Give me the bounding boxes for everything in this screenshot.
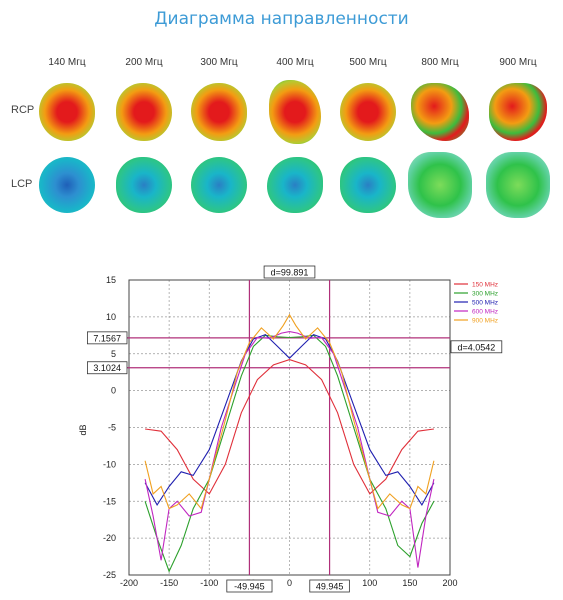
- series-line: [144, 331, 435, 568]
- frequency-label: 800 Мгц: [421, 57, 459, 68]
- lcp-pattern: [267, 157, 323, 213]
- y-tick-label: 15: [106, 275, 116, 285]
- frequency-label: 400 Мгц: [276, 57, 314, 68]
- x-tick-label: -100: [200, 578, 218, 588]
- page-title: Диаграмма направленности: [154, 9, 409, 29]
- x-tick-label: 100: [362, 578, 377, 588]
- marker-top-label-box: [263, 265, 316, 279]
- series-line: [144, 334, 435, 573]
- y-tick-label: 0: [111, 386, 116, 396]
- frequency-label: 500 Мгц: [349, 57, 387, 68]
- x-tick-label: -150: [160, 578, 178, 588]
- marker-h-label-box: [87, 331, 128, 345]
- legend-entry: 500 MHz: [472, 300, 498, 307]
- lcp-pattern: [116, 157, 172, 213]
- legend-entry: 900 MHz: [472, 318, 498, 325]
- marker-v-label: 49.945: [316, 582, 344, 592]
- legend-entry: 300 MHz: [472, 291, 498, 298]
- rcp-pattern: [489, 83, 547, 141]
- marker-h-label-box: [87, 361, 128, 375]
- y-tick-label: -5: [108, 423, 116, 433]
- row-label-lcp: LCP: [11, 178, 33, 190]
- lcp-pattern: [486, 152, 550, 218]
- y-tick-label: -25: [103, 570, 116, 580]
- x-tick-label: 0: [287, 578, 292, 588]
- x-tick-label: -200: [120, 578, 138, 588]
- y-tick-label: 5: [111, 349, 116, 359]
- frequency-label: 140 Мгц: [48, 57, 86, 68]
- marker-h-label: 3.1024: [93, 363, 121, 373]
- series-line: [145, 359, 434, 495]
- series-line: [144, 333, 435, 506]
- rcp-pattern: [116, 83, 172, 141]
- marker-right-label-box: [450, 340, 503, 354]
- legend-entry: 600 MHz: [472, 309, 498, 316]
- lcp-pattern: [39, 157, 95, 213]
- lcp-pattern: [340, 157, 396, 213]
- y-tick-label: -10: [103, 459, 116, 469]
- rcp-pattern: [340, 83, 396, 141]
- frequency-label: 300 Мгц: [200, 57, 238, 68]
- y-tick-label: 10: [106, 312, 116, 322]
- y-axis-label: dB: [78, 424, 88, 435]
- marker-v-label: -49.945: [234, 582, 265, 592]
- series-line: [144, 313, 435, 510]
- x-tick-label: 200: [442, 578, 457, 588]
- rcp-pattern: [191, 83, 247, 141]
- marker-right-label: d=4.0542: [458, 342, 496, 352]
- frequency-label: 200 Мгц: [125, 57, 163, 68]
- frequency-label: 900 Мгц: [499, 57, 537, 68]
- lcp-pattern: [408, 152, 472, 218]
- y-tick-label: -20: [103, 533, 116, 543]
- marker-top-label: d=99.891: [271, 268, 309, 278]
- x-tick-label: 150: [402, 578, 417, 588]
- plot-frame: [128, 279, 451, 576]
- row-label-rcp: RCP: [11, 104, 35, 116]
- marker-v-label-box: [226, 579, 273, 593]
- marker-h-label: 7.1567: [93, 333, 121, 343]
- y-tick-label: -15: [103, 496, 116, 506]
- rcp-pattern: [39, 83, 95, 141]
- marker-v-label-box: [309, 579, 350, 593]
- lcp-pattern: [191, 157, 247, 213]
- rcp-pattern: [269, 80, 321, 144]
- legend-entry: 150 MHz: [472, 282, 498, 289]
